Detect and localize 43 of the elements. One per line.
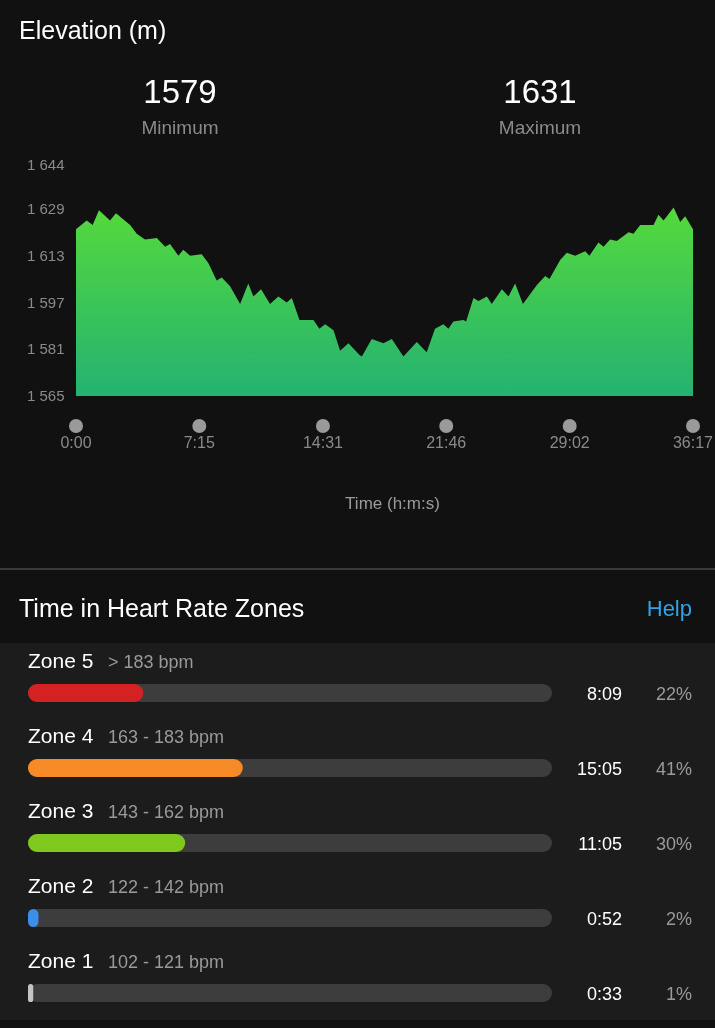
text: 1631	[503, 73, 577, 110]
y-tick-label: 1 644	[27, 156, 65, 174]
x-tick-label: 29:02	[549, 434, 590, 451]
bar	[28, 684, 144, 702]
y-tick-label: 1 613	[27, 246, 65, 264]
annotation: 163 - 183 bpm	[108, 727, 225, 747]
annotation: 102 - 121 bpm	[108, 952, 225, 972]
annotation: 122 - 142 bpm	[108, 877, 225, 897]
bar	[28, 984, 34, 1002]
y-tick-label: 1 629	[27, 200, 65, 218]
text: 0:33	[586, 984, 622, 1004]
y-tick-label: Zone 3	[28, 799, 94, 822]
data-label: 30%	[655, 834, 692, 854]
text: Maximum	[498, 117, 582, 138]
x-axis-title: Time (h:m:s)	[345, 494, 440, 513]
x-tick-label: 0:00	[60, 434, 92, 451]
annotation: 143 - 162 bpm	[108, 802, 225, 822]
text: 11:05	[578, 834, 622, 854]
y-tick-label: 1 565	[27, 387, 65, 405]
data-label: 2%	[665, 909, 692, 929]
data-label: 41%	[655, 759, 692, 779]
data-label: 22%	[655, 684, 692, 704]
y-tick-label: Zone 2	[28, 874, 94, 897]
text: 1579	[143, 73, 217, 110]
x-tick-label: 36:17	[672, 434, 714, 451]
text: 8:09	[586, 684, 622, 704]
y-tick-label: Zone 5	[28, 649, 94, 672]
y-tick-label: Zone 1	[28, 949, 94, 972]
data-label: 1%	[665, 984, 692, 1004]
chart-title: Time in Heart Rate Zones	[19, 594, 305, 622]
y-tick-label: Zone 4	[28, 724, 94, 747]
text: Help	[646, 596, 692, 621]
y-tick-label: 1 597	[27, 293, 65, 311]
text: 0:52	[586, 909, 622, 929]
chart-title: Elevation (m)	[19, 16, 167, 44]
text: 15:05	[576, 759, 622, 779]
x-tick-label: 14:31	[302, 434, 344, 451]
bar	[28, 834, 186, 852]
annotation: > 183 bpm	[108, 652, 194, 672]
text: Minimum	[141, 117, 219, 138]
x-tick-label: 21:46	[426, 434, 467, 451]
y-tick-label: 1 581	[27, 340, 65, 358]
x-tick-label: 7:15	[183, 434, 215, 451]
